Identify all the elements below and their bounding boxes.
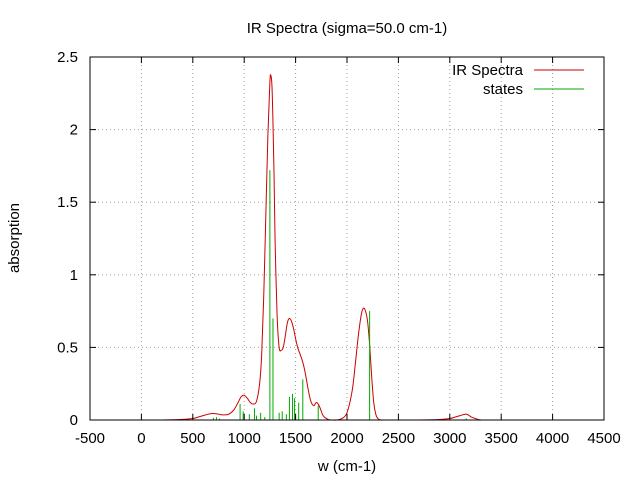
y-tick-label: 0.5: [57, 339, 78, 356]
x-tick-label: 1500: [279, 430, 312, 447]
y-tick-label: 2.5: [57, 49, 78, 66]
chart-title: IR Spectra (sigma=50.0 cm-1): [247, 20, 448, 37]
x-tick-label: 2000: [330, 430, 363, 447]
x-tick-label: 500: [180, 430, 205, 447]
axis-ticks: -500 0 500 1000 1500 2000 2500 3000 3500 4000 4500…: [57, 49, 621, 447]
x-tick-label: 3000: [433, 430, 466, 447]
y-tick-label: 2: [70, 122, 78, 139]
x-tick-label: -500: [75, 430, 105, 447]
x-axis-label: w (cm-1): [317, 458, 376, 475]
grid-lines: [90, 57, 604, 420]
legend-label-states: states: [483, 81, 523, 98]
x-tick-label: 3500: [485, 430, 518, 447]
x-tick-label: 4500: [587, 430, 620, 447]
series-states: [212, 170, 467, 420]
x-tick-label: 4000: [536, 430, 569, 447]
y-tick-label: 0: [70, 412, 78, 429]
legend: IR Spectra states: [452, 62, 584, 98]
legend-label-ir-spectra: IR Spectra: [452, 62, 524, 79]
x-tick-label: 2500: [382, 430, 415, 447]
y-tick-label: 1: [70, 267, 78, 284]
x-tick-label: 1000: [228, 430, 261, 447]
x-tick-label: 0: [137, 430, 145, 447]
y-axis-label: absorption: [6, 203, 23, 273]
y-tick-label: 1.5: [57, 194, 78, 211]
